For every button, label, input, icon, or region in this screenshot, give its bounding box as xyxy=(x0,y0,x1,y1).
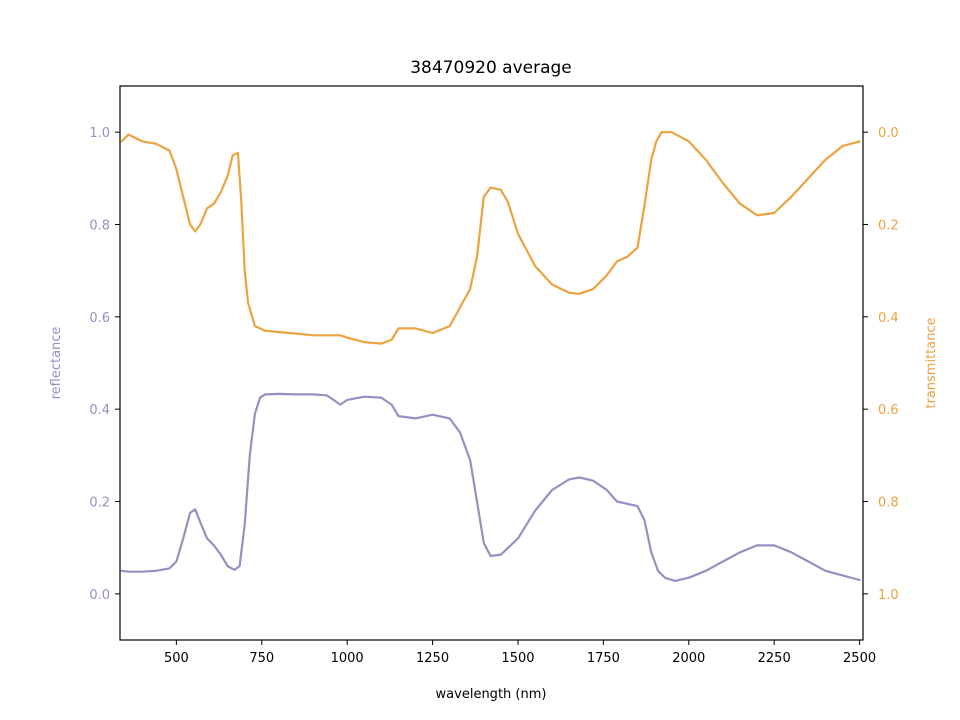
y-left-tick-label: 1.0 xyxy=(89,126,110,141)
y-left-tick-label: 0.6 xyxy=(89,311,110,326)
x-axis-title: wavelength (nm) xyxy=(436,687,547,702)
y-left-tick-label: 0.2 xyxy=(89,496,110,511)
y-axis-right-title: transmittance xyxy=(924,317,939,408)
x-tick-label: 2250 xyxy=(758,651,791,666)
y-right-tick-label: 0.0 xyxy=(878,126,899,141)
axes-frame xyxy=(119,85,864,641)
series-line-reflectance xyxy=(120,392,861,582)
x-tick-label: 1750 xyxy=(587,651,620,666)
series-line-transmittance xyxy=(120,131,861,345)
x-tick-label: 500 xyxy=(164,651,189,666)
x-tick-label: 750 xyxy=(249,651,274,666)
chart-title: 38470920 average xyxy=(410,58,572,78)
x-tick-label: 1250 xyxy=(416,651,449,666)
x-tick-label: 2500 xyxy=(843,651,876,666)
y-right-tick-label: 1.0 xyxy=(878,588,899,603)
y-right-tick-label: 0.6 xyxy=(878,403,899,418)
x-tick-label: 1000 xyxy=(331,651,364,666)
y-axis-left-title: reflectance xyxy=(49,327,64,400)
y-left-tick-label: 0.8 xyxy=(89,219,110,234)
y-right-tick-label: 0.2 xyxy=(878,219,899,234)
axis-ticks: 500 750 1000 1250 1500 1750 2000 2250 2500 0.0 0.2… xyxy=(89,126,898,666)
y-right-tick-label: 0.4 xyxy=(878,311,899,326)
x-tick-label: 1500 xyxy=(501,651,534,666)
x-tick-label: 2000 xyxy=(672,651,705,666)
plot-area xyxy=(120,131,861,582)
y-left-tick-label: 0.0 xyxy=(89,588,110,603)
y-right-tick-label: 0.8 xyxy=(878,496,899,511)
y-left-tick-label: 0.4 xyxy=(89,403,110,418)
